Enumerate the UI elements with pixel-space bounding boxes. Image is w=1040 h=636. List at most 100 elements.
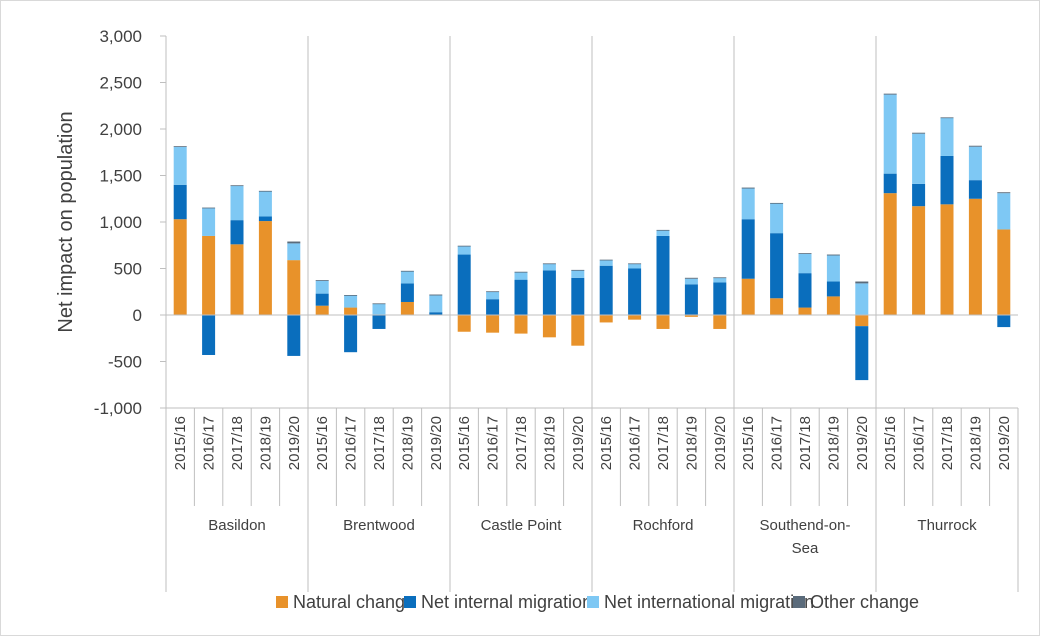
bar-segment-other-change [202,207,216,209]
bar-segment-net-international-migration [457,246,471,255]
bar-segment-net-internal-migration [514,279,528,315]
x-tick-label: 2019/20 [570,416,587,470]
bar-segment-other-change [599,259,613,261]
bar-segment-net-international-migration [202,208,216,236]
bar-segment-other-change [400,270,414,272]
bar-segment-net-international-migration [883,94,897,174]
x-tick-label: 2016/17 [201,416,218,470]
bar-segment-net-internal-migration [997,315,1011,328]
x-tick-label: 2017/18 [797,416,814,470]
bar-segment-other-change [855,281,869,284]
bar-segment-net-international-migration [173,146,187,185]
bar-segment-natural-change [968,198,982,315]
legend-swatch [793,596,805,608]
x-tick-label: 2019/20 [286,416,303,470]
bar-segment-net-internal-migration [968,180,982,199]
bar-segment-net-internal-migration [912,183,926,207]
bar-segment-net-international-migration [940,117,954,156]
bar-segment-net-international-migration [826,255,840,282]
bar-segment-natural-change [798,307,812,315]
bar-segment-natural-change [258,221,272,315]
bar-segment-natural-change [230,244,244,315]
bar-segment-natural-change [486,315,500,333]
legend-label: Natural change [293,592,415,612]
y-tick-label: 500 [114,260,142,279]
x-tick-label: 2016/17 [769,416,786,470]
legend-label: Net internal migration [421,592,592,612]
x-tick-label: 2017/18 [513,416,530,470]
x-tick-label: 2015/16 [314,416,331,470]
bar-segment-other-change [173,146,187,148]
bar-segment-net-internal-migration [315,293,329,306]
bar-segment-net-international-migration [599,260,613,266]
bar-segment-net-internal-migration [429,312,443,315]
bar-segment-net-international-migration [855,283,869,315]
bar-segment-net-international-migration [344,295,358,308]
y-tick-label: -1,000 [94,399,142,418]
bar-segment-other-change [826,254,840,256]
bar-segment-natural-change [741,278,755,315]
bar-segment-net-international-migration [798,253,812,274]
legend: Natural change Net internal migration Net … [276,592,919,612]
bar-segment-other-change [344,295,358,296]
x-tick-label: 2017/18 [655,416,672,470]
bar-segment-other-change [940,117,954,119]
bar-segment-natural-change [315,305,329,315]
bar-segment-net-internal-migration [656,235,670,315]
bar-segment-net-international-migration [400,271,414,284]
bar-segment-net-international-migration [741,188,755,220]
bar-segment-net-international-migration [656,230,670,236]
bar-segment-other-change [429,294,443,296]
bar-segment-natural-change [457,315,471,332]
group-label: Basildon [208,517,266,534]
bar-segment-natural-change [883,193,897,315]
bar-segment-net-internal-migration [202,315,216,355]
bar-segment-natural-change [826,296,840,315]
y-tick-label: 1,000 [99,213,142,232]
x-tick-label: 2019/20 [428,416,445,470]
bar-segment-other-change [798,253,812,254]
bar-segment-natural-change [571,315,585,346]
bar-segment-net-internal-migration [798,273,812,308]
bar-segment-natural-change [855,315,869,327]
bar-segment-net-internal-migration [599,265,613,315]
bar-segment-other-change [997,192,1011,194]
bar-segment-net-international-migration [315,280,329,294]
bar-segment-net-international-migration [571,270,585,278]
bar-segment-natural-change [940,204,954,315]
y-tick-label: 2,500 [99,74,142,93]
bar-segment-net-internal-migration [684,284,698,315]
bar-segment-natural-change [684,315,698,317]
bar-segment-net-internal-migration [571,277,585,315]
x-tick-label: 2016/17 [911,416,928,470]
bar-segment-other-change [968,145,982,147]
bar-segment-natural-change [628,315,642,320]
bar-segment-other-change [656,229,670,231]
x-tick-label: 2017/18 [371,416,388,470]
bar-segment-net-internal-migration [400,283,414,302]
x-tick-label: 2015/16 [882,416,899,470]
x-tick-label: 2018/19 [541,416,558,470]
bar-segment-net-international-migration [684,278,698,285]
bar-segment-other-change [457,245,471,247]
bar-segment-natural-change [656,315,670,329]
bar-segment-other-change [372,303,386,305]
legend-swatch [587,596,599,608]
y-tick-label: 3,000 [99,27,142,46]
bar-segment-net-international-migration [770,203,784,234]
bar-segment-net-international-migration [542,263,556,271]
x-tick-label: 2019/20 [854,416,871,470]
x-tick-label: 2018/19 [967,416,984,470]
bar-segment-net-international-migration [912,133,926,184]
bar-segment-other-change [770,202,784,204]
bar-segment-natural-change [287,260,301,315]
x-tick-label: 2016/17 [485,416,502,470]
x-tick-label: 2018/19 [399,416,416,470]
group-label: Thurrock [917,517,977,534]
bar-segment-other-change [912,132,926,134]
legend-swatch [404,596,416,608]
x-tick-label: 2018/19 [257,416,274,470]
bar-segment-net-international-migration [372,303,386,315]
